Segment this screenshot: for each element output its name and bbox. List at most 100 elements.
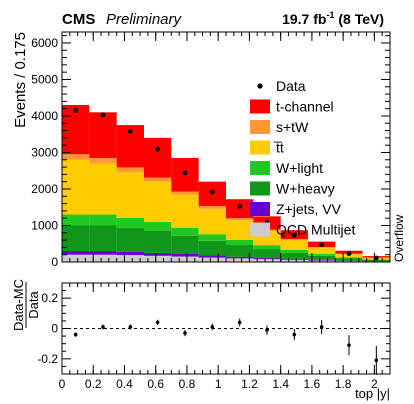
main-y-tick-label-3: 3000	[31, 145, 58, 159]
data-point-9	[319, 242, 325, 248]
ratio-y-axis-label: Data-MC Data	[11, 279, 41, 331]
main-axes: 0 1000 2000 3000 4000 5000 6000	[31, 32, 390, 269]
bar-5-5	[198, 206, 226, 209]
legend-label-0: Data	[276, 78, 306, 94]
ratio-y-tick-label-2: 0.2	[41, 291, 58, 305]
data-point-5	[209, 189, 215, 195]
data-point-2	[127, 128, 133, 134]
bar-0-9	[308, 260, 336, 262]
bar-5-3	[144, 177, 172, 182]
legend: Data t-channel s+tW t̅t W+light W+heavy Z+jets…	[250, 78, 355, 238]
bar-5-6	[226, 218, 254, 221]
bar-1-0	[62, 251, 90, 255]
main-y-tick-label-2: 2000	[31, 182, 58, 196]
bar-4-5	[198, 208, 226, 235]
data-point-4	[182, 170, 188, 176]
bar-1-4	[171, 253, 199, 257]
overflow-label: Overflow	[392, 214, 406, 262]
bar-2-0	[62, 225, 90, 252]
legend-label-6: Z+jets, VV	[276, 201, 342, 217]
ratio-point-8	[292, 332, 297, 337]
legend-marker-data	[257, 83, 263, 89]
ratio-points	[73, 318, 379, 375]
bar-4-4	[171, 194, 199, 228]
ratio-point-0	[73, 332, 78, 337]
main-y-tick-label-0: 0	[51, 255, 58, 269]
legend-label-2: s+tW	[276, 119, 309, 135]
bar-3-9	[308, 254, 336, 256]
x-tick-label-6: 1.2	[241, 377, 258, 391]
ratio-point-9	[319, 325, 324, 329]
ratio-point-6	[237, 320, 242, 325]
data-point-10	[346, 251, 352, 257]
bar-5-9	[308, 247, 336, 248]
bar-1-9	[308, 259, 336, 261]
bar-5-0	[62, 154, 90, 160]
bar-0-5	[198, 257, 226, 262]
x-tick-label-8: 1.6	[304, 377, 321, 391]
x-tick-label-5: 1	[215, 377, 222, 391]
x-tick-label-3: 0.6	[147, 377, 164, 391]
bar-3-0	[62, 214, 90, 226]
main-y-tick-label-1: 1000	[31, 218, 58, 232]
bar-2-5	[198, 240, 226, 256]
main-y-tick-label-4: 4000	[31, 109, 58, 123]
bar-4-9	[308, 247, 336, 255]
bar-2-10	[335, 258, 363, 261]
ratio-point-7	[265, 328, 269, 332]
bar-3-10	[335, 257, 363, 259]
x-tick-label-4: 0.8	[179, 377, 196, 391]
bar-2-2	[116, 228, 144, 252]
experiment-label: CMS	[62, 11, 95, 28]
bar-3-8	[280, 249, 308, 253]
bar-0-1	[89, 254, 117, 262]
ratio-point-1	[101, 325, 105, 329]
ratio-point-2	[128, 325, 133, 329]
ratio-axes: -0.200.20 0.2 0.4 0.6 0.8 1 1.2 1.4 1.6 1.8 2	[37, 282, 390, 391]
bar-5-8	[280, 239, 308, 241]
bar-2-9	[308, 255, 336, 260]
ratio-point-10	[347, 343, 351, 347]
ratio-point-11	[374, 358, 379, 363]
bar-1-8	[280, 258, 308, 260]
data-point-1	[100, 112, 106, 118]
legend-swatch-6	[250, 202, 270, 216]
bar-3-4	[171, 227, 199, 236]
lumi-exponent: -1	[326, 10, 334, 20]
bar-3-3	[144, 221, 172, 231]
bar-2-6	[226, 245, 254, 257]
data-point-8	[291, 232, 297, 238]
bar-4-8	[280, 240, 308, 250]
bar-0-8	[280, 259, 308, 262]
bar-2-7	[253, 249, 281, 258]
legend-swatch-4	[250, 161, 270, 175]
legend-label-1: t-channel	[276, 99, 334, 115]
bar-3-2	[116, 217, 144, 229]
ratio-y-tick-label-0: -0.2	[37, 352, 58, 366]
ratio-ylabel-numerator: Data-MC	[11, 279, 26, 331]
x-axis-label: top |y|	[355, 386, 390, 401]
main-y-tick-label-6: 6000	[31, 36, 58, 50]
bar-1-3	[144, 252, 172, 256]
legend-swatch-5	[250, 181, 270, 196]
x-tick-label-9: 1.8	[335, 377, 352, 391]
legend-swatch-2	[250, 120, 270, 134]
legend-label-3: t̅t	[273, 140, 284, 156]
x-tick-label-7: 1.4	[272, 377, 289, 391]
bar-4-1	[89, 163, 117, 215]
bar-4-2	[116, 172, 144, 218]
ratio-y-tick-label-1: 0	[51, 322, 58, 336]
bar-6-3	[144, 137, 172, 178]
main-data-points	[73, 108, 379, 261]
bar-1-5	[198, 255, 226, 258]
ratio-ylabel-denominator: Data	[26, 291, 41, 319]
bar-5-4	[171, 191, 199, 195]
bar-0-4	[171, 256, 199, 262]
ratio-point-5	[210, 325, 215, 329]
legend-label-4: W+light	[276, 160, 323, 176]
lumi-label: 19.7 fb-1 (8 TeV)	[282, 10, 384, 27]
main-stack	[62, 105, 390, 262]
ratio-point-3	[155, 320, 160, 325]
bar-0-7	[253, 259, 281, 262]
